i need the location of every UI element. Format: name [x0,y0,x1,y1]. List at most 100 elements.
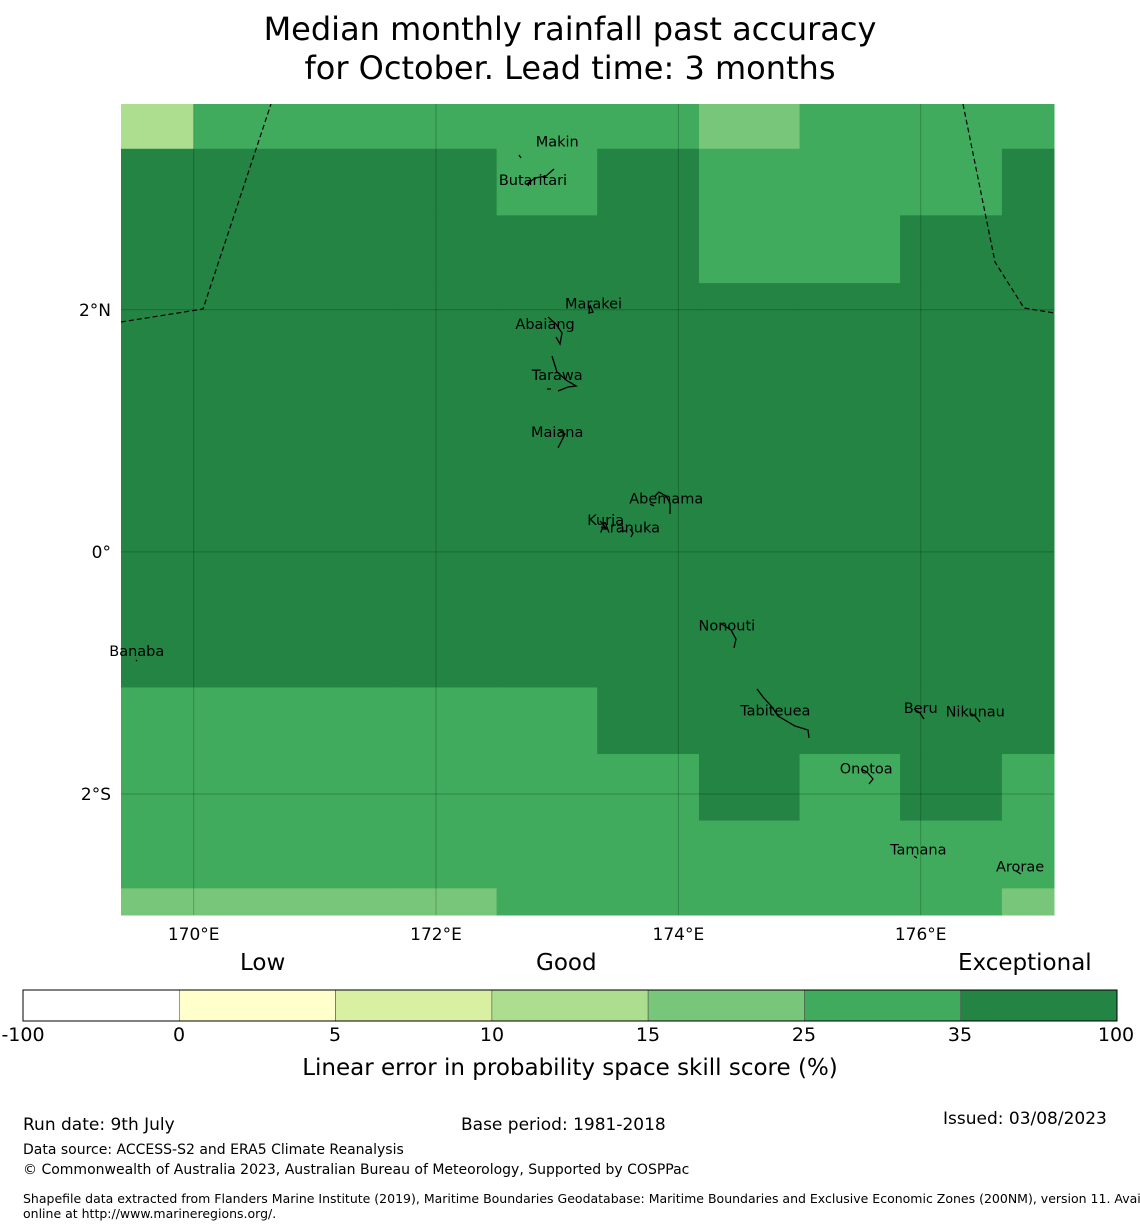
skill-cell [799,888,901,916]
skill-cell [496,215,598,284]
skill-cell [900,754,1003,822]
island-nikunau [969,712,981,723]
island-banaba [135,659,138,662]
skill-cell [1001,104,1055,150]
skill-cell [396,820,498,889]
place-label: Tarawa [531,368,583,384]
place-label: Maiana [531,425,583,441]
skill-cell [597,215,700,284]
skill-cell [396,148,498,216]
island-arorae [1015,870,1022,875]
island-tabiteuea [756,688,810,739]
shapefile-credit-line-1: Shapefile data extracted from Flanders M… [23,1191,1140,1206]
x-tick-label: 176°E [895,925,947,945]
skill-cell [396,215,498,284]
title-line-2: for October. Lead time: 3 months [304,49,836,87]
skill-cell [193,820,397,889]
skill-cell [698,754,801,822]
island-aranuka [620,528,634,538]
colorbar-frame [22,989,1118,1022]
colorbar-segment [22,989,180,1022]
place-label: Marakei [565,297,622,313]
skill-cell [597,820,700,889]
skill-cell [121,754,195,822]
colorbar-tick: 5 [328,1024,342,1046]
colorbar-tick: 15 [635,1024,661,1046]
category-exceptional: Exceptional [958,950,1092,976]
island-beru [913,708,925,720]
skill-cell [900,215,1003,284]
place-label: Nonouti [699,619,756,635]
data-source: Data source: ACCESS-S2 and ERA5 Climate … [23,1142,404,1158]
skill-cell [799,283,901,688]
colorbar-tick: 0 [172,1024,186,1046]
skill-cell [597,104,700,150]
skill-cell [698,687,801,755]
skill-cell [900,687,1003,755]
place-label: Abaiang [515,317,574,333]
x-tick-label: 174°E [653,925,705,945]
colorbar-tick: 100 [1097,1024,1135,1046]
skill-cell [121,148,195,216]
colorbar-segment [178,989,336,1022]
category-good: Good [536,950,597,976]
skill-cell [193,104,397,150]
y-tick-label: 0° [92,543,111,563]
skill-cell [1001,888,1055,916]
axis-tick-labels: 170°E 172°E 174°E 176°E 2°N 0° 2°S [79,301,947,945]
run-date: Run date: 9th July [23,1115,175,1135]
title-line-1: Median monthly rainfall past accuracy [263,10,877,48]
skill-cell [496,820,598,889]
place-label: Kuria [587,513,624,529]
island-abemama [649,491,671,514]
skill-cell [698,215,801,284]
place-label: Onotoa [840,761,893,777]
skill-cell [396,754,498,822]
map-title: Median monthly rainfall past accuracy fo… [0,10,1140,88]
skill-cell [799,215,901,284]
skill-cell [698,104,801,150]
skill-cell [597,754,700,822]
colorbar-tick: 35 [947,1024,973,1046]
y-tick-label: 2°S [81,785,111,805]
eez-boundary-east [962,103,1055,314]
y-tick-label: 2°N [79,301,111,321]
place-label: Tamana [889,842,946,858]
colorbar-segment [491,989,649,1022]
graticule-lines [121,104,1054,915]
island-tarawa [547,355,578,392]
skill-cell [396,888,498,916]
skill-cell [698,283,801,688]
shapefile-credit-line-2: online at http://www.marineregions.org/. [23,1206,277,1221]
place-labels: Makin Butaritari Marakei Abaiang Tarawa Maian… [109,134,1044,875]
place-label: Butaritari [499,173,567,189]
island-marakei [588,304,594,314]
skill-cell [193,283,397,688]
place-label: Tabiteuea [739,703,810,719]
skill-cell [597,888,700,916]
skill-cell [193,754,397,822]
colorbar-segment [960,989,1118,1022]
skill-cell [1001,820,1055,889]
skill-cell [1001,754,1055,822]
copyright-notice: © Commonwealth of Australia 2023, Austra… [23,1162,690,1178]
island-kuria [599,520,608,530]
skill-cell [799,104,901,150]
skill-cell [900,283,1003,688]
skill-cell [496,148,598,216]
skill-cell [396,104,498,150]
x-tick-label: 172°E [410,925,462,945]
skill-cell [698,888,801,916]
place-label: Arorae [996,859,1044,875]
island-abaiang [547,316,563,346]
colorbar-segment [335,989,493,1022]
skill-cell [193,148,397,216]
skill-cell [1001,148,1055,216]
skill-cell [193,888,397,916]
place-label: Makin [536,134,579,150]
skill-cell [799,754,901,822]
place-label: Nikunau [946,704,1005,720]
island-maiana [557,429,566,449]
island-makin [518,154,522,159]
colorbar-segment [647,989,805,1022]
